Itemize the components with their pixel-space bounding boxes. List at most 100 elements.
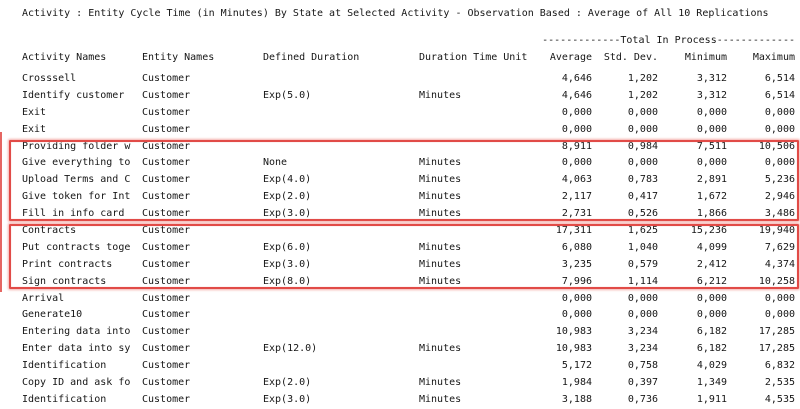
cell-duration-time-unit: Minutes xyxy=(419,191,462,203)
cell-maximum: 2,535 xyxy=(764,377,795,389)
column-header-minimum: Minimum xyxy=(684,52,727,63)
cell-std-dev: 0,000 xyxy=(627,292,658,304)
cell-std-dev: 0,984 xyxy=(627,140,658,152)
report-title: Activity : Entity Cycle Time (in Minutes… xyxy=(22,8,769,19)
cell-activity-name: Give token for Int xyxy=(22,191,131,203)
cell-maximum: 0,000 xyxy=(764,309,795,321)
cell-defined-duration: Exp(3.0) xyxy=(263,258,312,270)
table-row: Identification Customer 5,172 0,758 4,02… xyxy=(0,358,800,375)
cell-activity-name: Contracts xyxy=(22,225,77,237)
cell-defined-duration: None xyxy=(263,157,288,169)
cell-minimum: 15,236 xyxy=(690,225,727,237)
cell-activity-name: Copy ID and ask fo xyxy=(22,377,131,389)
cell-maximum: 4,535 xyxy=(764,393,795,405)
cell-entity-name: Customer xyxy=(142,140,191,152)
cell-std-dev: 0,417 xyxy=(627,191,658,203)
cell-maximum: 19,940 xyxy=(758,225,795,237)
cell-defined-duration: Exp(12.0) xyxy=(263,343,318,355)
table-row: Copy ID and ask fo Customer Exp(2.0) Min… xyxy=(0,375,800,392)
table-row: Put contracts toge Customer Exp(6.0) Min… xyxy=(0,240,800,257)
table-row: Arrival Customer 0,000 0,000 0,000 0,000 xyxy=(0,291,800,308)
cell-maximum: 0,000 xyxy=(764,123,795,135)
cell-std-dev: 1,114 xyxy=(627,275,658,287)
table-row: Give everything to Customer None Minutes… xyxy=(0,155,800,172)
cell-average: 1,984 xyxy=(561,377,592,389)
cell-minimum: 0,000 xyxy=(696,309,727,321)
table-row: Print contracts Customer Exp(3.0) Minute… xyxy=(0,257,800,274)
cell-entity-name: Customer xyxy=(142,174,191,186)
cell-std-dev: 0,579 xyxy=(627,258,658,270)
cell-std-dev: 1,202 xyxy=(627,89,658,101)
cell-std-dev: 0,000 xyxy=(627,123,658,135)
table-row: Providing folder w Customer 8,911 0,984 … xyxy=(0,139,800,156)
cell-maximum: 5,236 xyxy=(764,174,795,186)
cell-activity-name: Upload Terms and C xyxy=(22,174,131,186)
cell-activity-name: Put contracts toge xyxy=(22,241,131,253)
column-header-maximum: Maximum xyxy=(752,52,795,63)
cropped-annotation-edge xyxy=(0,132,2,292)
cell-minimum: 0,000 xyxy=(696,157,727,169)
table-header-row: Activity Names Entity Names Defined Dura… xyxy=(0,49,800,66)
cell-maximum: 7,629 xyxy=(764,241,795,253)
cell-activity-name: Crosssell xyxy=(22,73,77,84)
cell-duration-time-unit: Minutes xyxy=(419,258,462,270)
cell-average: 2,731 xyxy=(561,208,592,220)
cell-activity-name: Providing folder w xyxy=(22,140,131,152)
cell-defined-duration: Exp(2.0) xyxy=(263,191,312,203)
cell-maximum: 10,506 xyxy=(758,140,795,152)
cell-entity-name: Customer xyxy=(142,191,191,203)
cell-average: 3,188 xyxy=(561,393,592,405)
cell-average: 4,646 xyxy=(561,89,592,101)
cell-duration-time-unit: Minutes xyxy=(419,174,462,186)
table-row: Exit Customer 0,000 0,000 0,000 0,000 xyxy=(0,122,800,139)
cell-std-dev: 0,526 xyxy=(627,208,658,220)
cell-entity-name: Customer xyxy=(142,73,191,84)
cell-average: 2,117 xyxy=(561,191,592,203)
cell-defined-duration: Exp(4.0) xyxy=(263,174,312,186)
cell-minimum: 3,312 xyxy=(696,73,727,84)
cell-std-dev: 0,000 xyxy=(627,157,658,169)
cell-activity-name: Fill in info card xyxy=(22,208,125,220)
cell-maximum: 0,000 xyxy=(764,292,795,304)
cell-duration-time-unit: Minutes xyxy=(419,241,462,253)
cell-minimum: 0,000 xyxy=(696,123,727,135)
cell-defined-duration: Exp(6.0) xyxy=(263,241,312,253)
cell-minimum: 6,182 xyxy=(696,343,727,355)
table-row: Entering data into Customer 10,983 3,234… xyxy=(0,324,800,341)
cell-minimum: 6,182 xyxy=(696,326,727,338)
cell-average: 0,000 xyxy=(561,123,592,135)
table-row: Generate10 Customer 0,000 0,000 0,000 0,… xyxy=(0,307,800,324)
total-in-process-group-header: -------------Total In Process-----------… xyxy=(542,35,795,46)
cell-activity-name: Arrival xyxy=(22,292,65,304)
cell-activity-name: Identification xyxy=(22,360,107,372)
table-row: Identification Customer Exp(3.0) Minutes… xyxy=(0,392,800,409)
cell-std-dev: 0,397 xyxy=(627,377,658,389)
table-row: Crosssell Customer 4,646 1,202 3,312 6,5… xyxy=(0,71,800,88)
cell-entity-name: Customer xyxy=(142,89,191,101)
cell-minimum: 7,511 xyxy=(696,140,727,152)
cell-average: 10,983 xyxy=(555,343,592,355)
cell-average: 4,063 xyxy=(561,174,592,186)
cell-activity-name: Sign contracts xyxy=(22,275,107,287)
cell-minimum: 6,212 xyxy=(696,275,727,287)
table-row: Fill in info card Customer Exp(3.0) Minu… xyxy=(0,206,800,223)
cell-minimum: 4,029 xyxy=(696,360,727,372)
cell-std-dev: 3,234 xyxy=(627,343,658,355)
cell-duration-time-unit: Minutes xyxy=(419,275,462,287)
table-body: Crosssell Customer 4,646 1,202 3,312 6,5… xyxy=(0,71,800,409)
cell-entity-name: Customer xyxy=(142,258,191,270)
cell-maximum: 6,514 xyxy=(764,73,795,84)
cell-entity-name: Customer xyxy=(142,326,191,338)
cell-minimum: 0,000 xyxy=(696,106,727,118)
cell-maximum: 10,258 xyxy=(758,275,795,287)
column-header-entity-names: Entity Names xyxy=(142,52,215,63)
column-header-defined-duration: Defined Duration xyxy=(263,52,360,63)
cell-defined-duration: Exp(2.0) xyxy=(263,377,312,389)
cell-entity-name: Customer xyxy=(142,377,191,389)
cell-minimum: 4,099 xyxy=(696,241,727,253)
cell-entity-name: Customer xyxy=(142,360,191,372)
cell-std-dev: 3,234 xyxy=(627,326,658,338)
cell-activity-name: Give everything to xyxy=(22,157,131,169)
cell-entity-name: Customer xyxy=(142,208,191,220)
cell-minimum: 3,312 xyxy=(696,89,727,101)
